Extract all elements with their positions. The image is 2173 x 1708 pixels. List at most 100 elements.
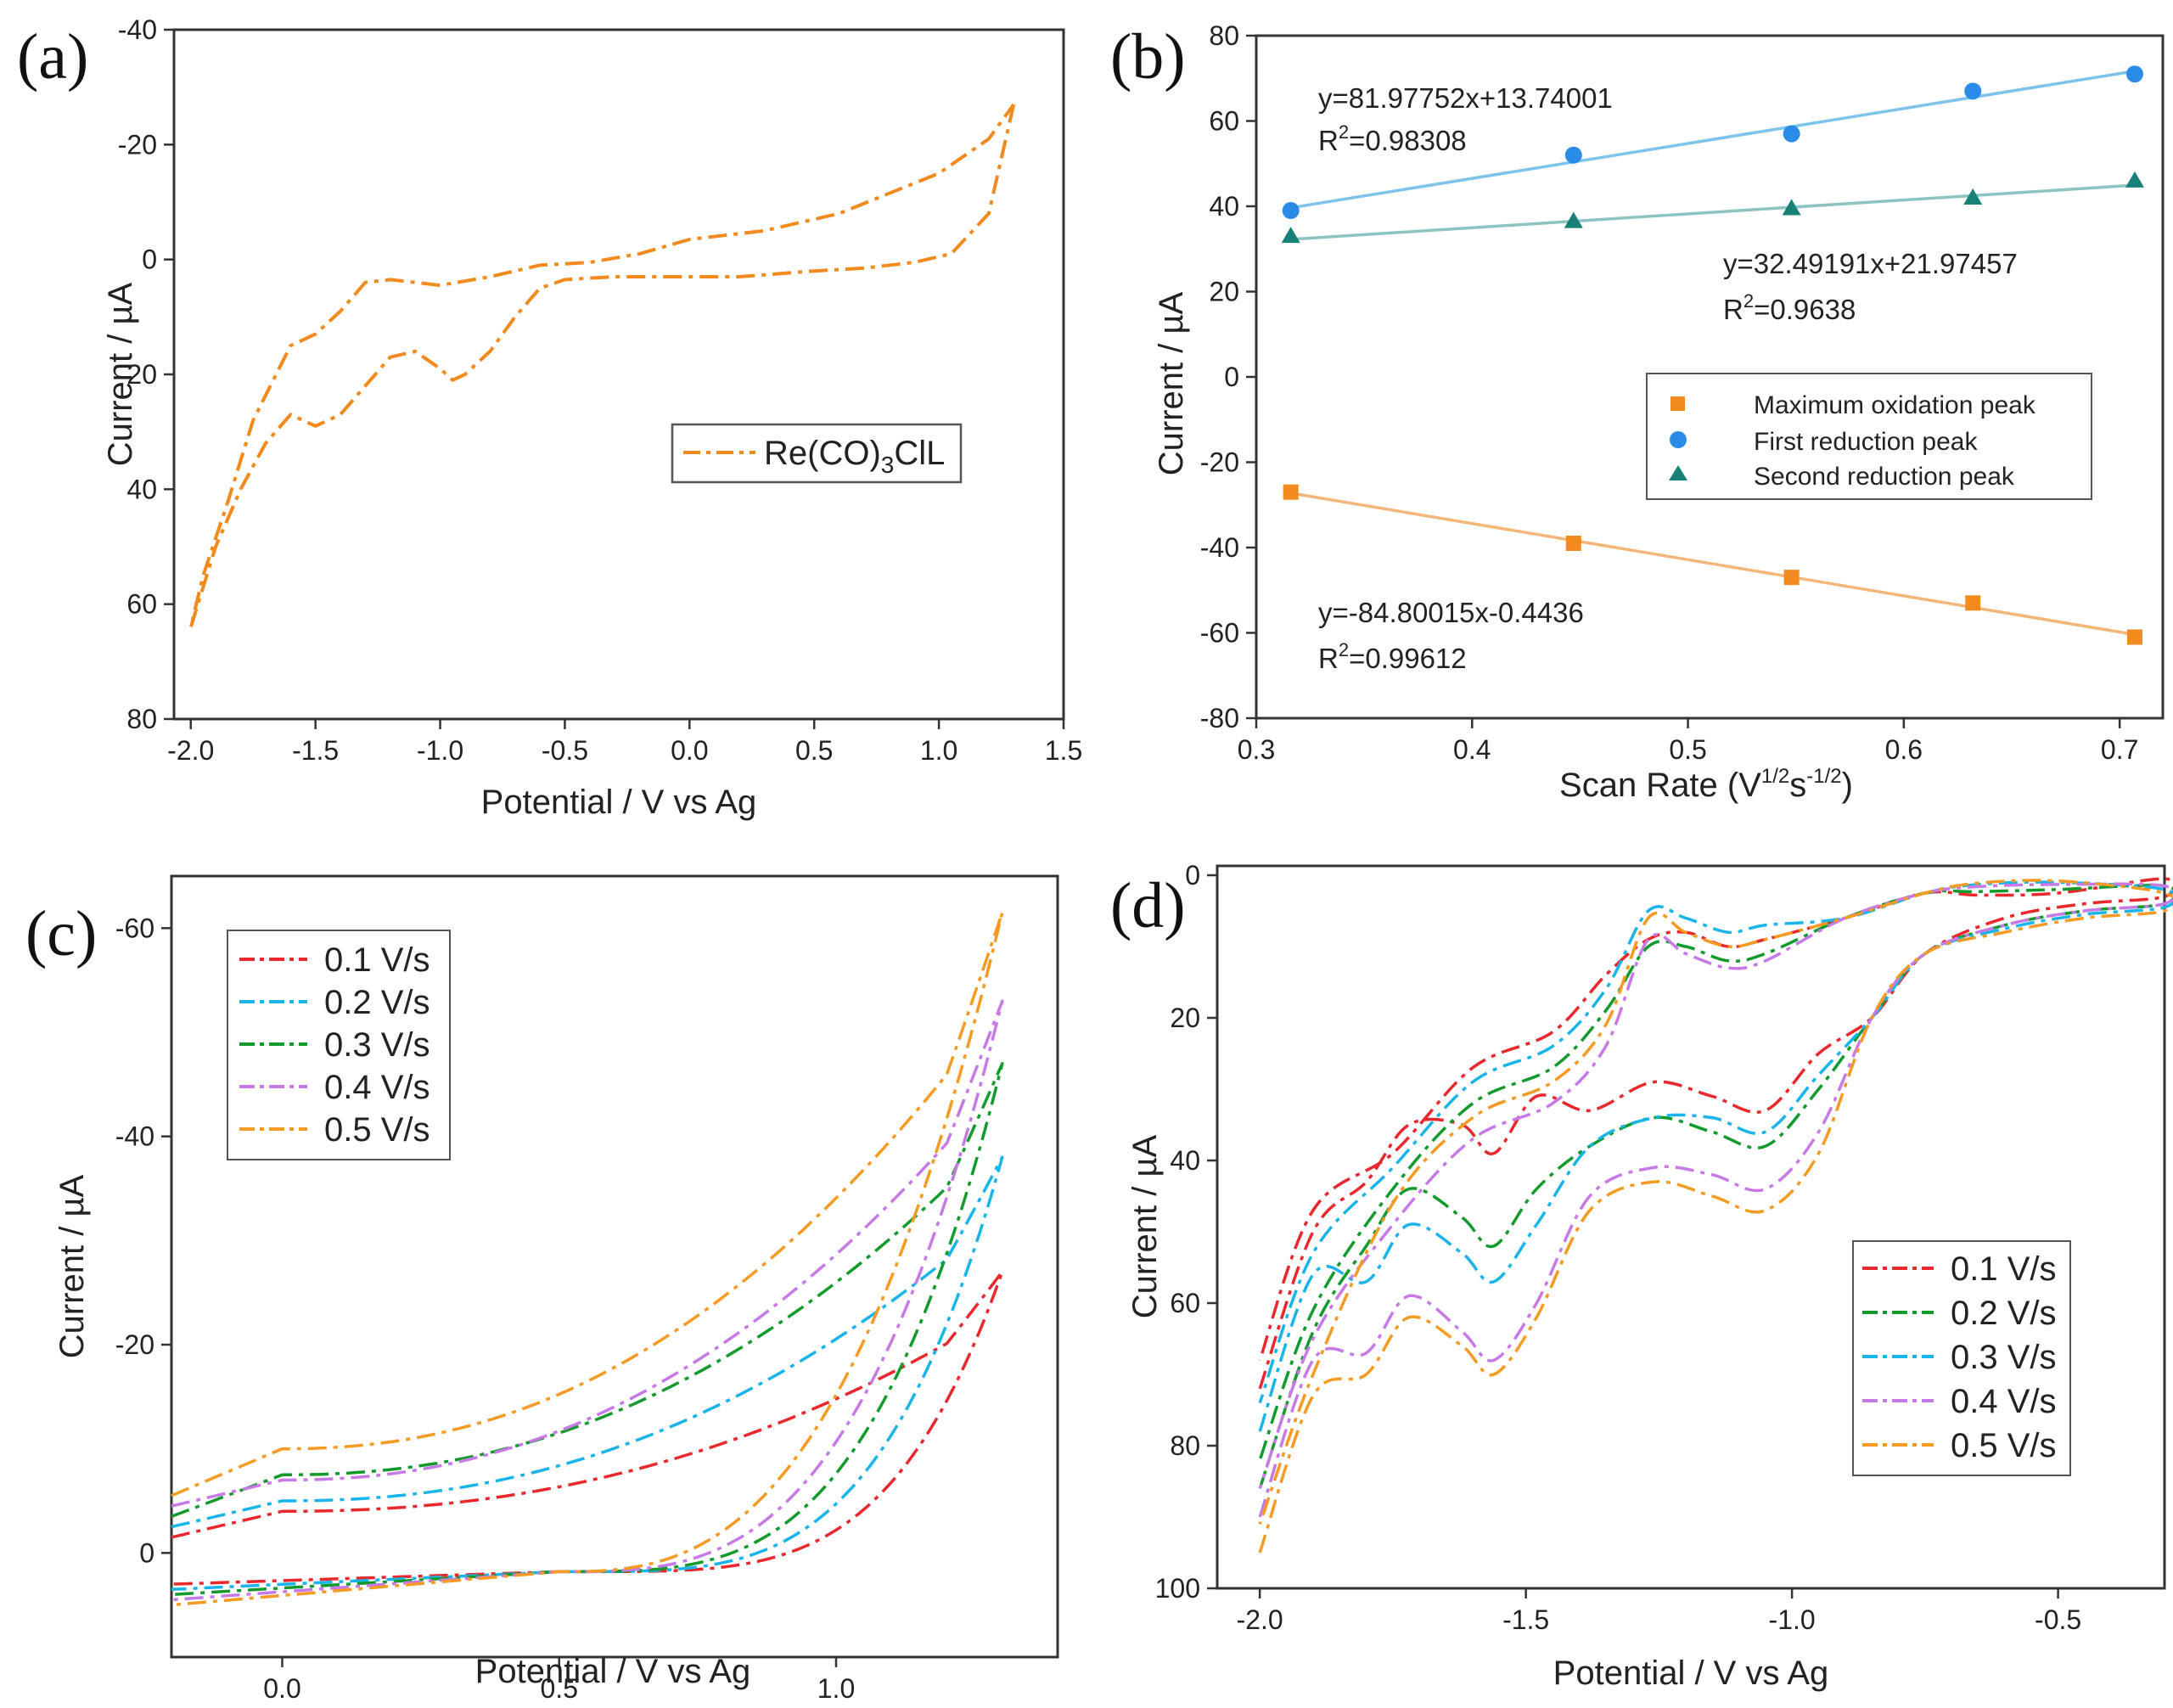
- panel-b-ticks: 0.3 0.4 0.5 0.6 0.7 -80 -60 -40 -20 0 20 40 60 80: [1200, 20, 2139, 765]
- panel-d-legend-label-0: 0.1 V/s: [1951, 1250, 2057, 1288]
- panel-a-frame: [172, 28, 1065, 721]
- panel-b-xtick-label: 0.4: [1453, 734, 1491, 765]
- eq-first-reduction: y=81.97752x+13.74001: [1318, 82, 1613, 114]
- r2-first-reduction: R2=0.98308: [1318, 121, 1467, 156]
- panel-a-series-line: [188, 103, 1016, 629]
- panel-c-frame: [170, 874, 1059, 1659]
- panel-a-ytick-label: 20: [126, 359, 157, 390]
- panel-a-xlabel: Potential / V vs Ag: [481, 784, 757, 821]
- panel-c-legend-label-4: 0.5 V/s: [324, 1111, 430, 1149]
- panel-b-xtick-label: 0.6: [1885, 734, 1923, 765]
- panel-b-xtick-label: 0.3: [1238, 734, 1275, 765]
- panel-a-xtick-label: -0.5: [542, 735, 588, 766]
- panel-b-ytick-label: 0: [1224, 362, 1239, 392]
- panel-a-ytick-label: 60: [126, 589, 157, 620]
- panel-a-ytick-label: 40: [126, 474, 157, 504]
- panel-d-ytick-label: 0: [1185, 860, 1200, 891]
- panel-b-fit-line-2: [1290, 183, 2136, 241]
- panel-d-curves: [1258, 877, 2173, 1553]
- panel-a-curves: [188, 103, 1016, 629]
- panel-b-legend: Maximum oxidation peak First reduction p…: [1646, 373, 2092, 500]
- oxidation-point: [1783, 570, 1800, 586]
- panel-c-ylabel: Current / µA: [53, 1174, 91, 1358]
- panel-a: (a) -2.0 -1.5 -1.0 -0.5 0.0 0.5 1.0 1.5 -40 -20 0 2…: [17, 14, 1082, 821]
- panel-c-ytick-label: 0: [139, 1537, 154, 1568]
- panel-a-ytick-label: -40: [118, 14, 157, 45]
- panel-d-ytick-label: 20: [1170, 1003, 1200, 1033]
- oxidation-point: [2126, 629, 2142, 645]
- panel-d-xlabel: Potential / V vs Ag: [1553, 1655, 1829, 1692]
- panel-b-ytick-label: -60: [1200, 618, 1239, 649]
- eq-second-reduction: y=32.49191x+21.97457: [1723, 248, 2018, 279]
- panel-d-ytick-label: 40: [1170, 1145, 1200, 1176]
- panel-a-ytick-label: -20: [118, 129, 157, 160]
- panel-d-legend: 0.1 V/s 0.2 V/s 0.3 V/s 0.4 V/s 0.5 V/s: [1852, 1240, 2071, 1476]
- panel-b-ytick-label: 40: [1209, 191, 1239, 222]
- panel-a-xtick-label: -2.0: [167, 735, 214, 766]
- panel-a-xtick-label: 1.5: [1045, 735, 1082, 766]
- panel-d-curve-0: [1258, 877, 2173, 1390]
- panel-a-xtick-label: 1.0: [920, 735, 957, 766]
- panel-c-legend-box: [227, 930, 451, 1160]
- panel-b: (b) 0.3 0.4 0.5 0.6 0.7 -80 -60 -40 -20 0 20 40 60 80…: [1110, 20, 2165, 804]
- panel-c-legend-label-3: 0.4 V/s: [324, 1069, 430, 1106]
- panel-a-xtick-label: 0.5: [795, 735, 833, 766]
- first-reduction-point: [1564, 146, 1582, 164]
- second-reduction-point: [2125, 171, 2144, 188]
- panel-d-ytick-label: 60: [1170, 1288, 1200, 1318]
- panel-d-frame: [1216, 864, 2166, 1590]
- second-reduction-point: [1782, 199, 1801, 216]
- panel-b-ytick-label: -40: [1200, 532, 1239, 563]
- panel-d-ytick-label: 100: [1155, 1573, 1200, 1604]
- panel-b-ytick-label: 60: [1209, 106, 1239, 137]
- panel-c-legend-label-1: 0.2 V/s: [324, 984, 430, 1021]
- panel-d-legend-label-2: 0.3 V/s: [1951, 1339, 2057, 1376]
- panel-b-ytick-label: -20: [1200, 447, 1239, 478]
- panel-d-ytick-label: 80: [1170, 1430, 1200, 1461]
- oxidation-point: [1565, 535, 1581, 551]
- panel-c-legend: 0.1 V/s 0.2 V/s 0.3 V/s 0.4 V/s 0.5 V/s: [227, 930, 451, 1160]
- panel-a-ticks: -2.0 -1.5 -1.0 -0.5 0.0 0.5 1.0 1.5 -40 -20 0 20 40 6…: [118, 14, 1082, 766]
- panel-a-label: (a): [17, 21, 88, 93]
- panel-c-ytick-label: -40: [115, 1121, 154, 1152]
- panel-b-label: (b): [1110, 21, 1186, 93]
- panel-c-curves: [171, 911, 1004, 1607]
- panel-b-fits: [1290, 69, 2136, 637]
- panel-a-ytick-label: 80: [126, 704, 157, 734]
- panel-b-ytick-label: 20: [1209, 277, 1239, 307]
- panel-d-xtick-label: -1.0: [1769, 1604, 1816, 1635]
- panel-c-curve-2: [171, 1062, 1004, 1597]
- panel-c-legend-label-2: 0.3 V/s: [324, 1026, 430, 1064]
- panel-a-legend-label: Re(CO)3ClL: [764, 435, 945, 478]
- legend-first-reduction-marker: [1670, 431, 1687, 448]
- panel-c: (c) 0.0 0.5 1.0-60-40-200 0.1 V/s0.2 V/s0.…: [25, 874, 1059, 1704]
- panel-b-ytick-label: 80: [1209, 20, 1239, 51]
- oxidation-point: [1965, 595, 1981, 611]
- panel-d-curve-4: [1258, 879, 2173, 1553]
- panel-d-curve-2: [1258, 880, 2173, 1432]
- panel-b-fit-line-0: [1290, 492, 2136, 637]
- panel-a-xtick-label: -1.0: [417, 735, 463, 766]
- panel-b-xtick-label: 0.7: [2101, 734, 2138, 765]
- first-reduction-point: [1964, 82, 1982, 100]
- panel-c-ytick-label: -60: [115, 913, 154, 943]
- panel-d-legend-label-1: 0.2 V/s: [1951, 1295, 2057, 1332]
- panel-d-label: (d): [1110, 870, 1186, 941]
- panel-c-ytick-label: -20: [115, 1329, 154, 1360]
- panel-c-ticks: 0.0 0.5 1.0 -60 -40 -20 0: [115, 913, 855, 1704]
- legend-second-reduction-marker: [1669, 465, 1687, 480]
- oxidation-point: [1283, 484, 1299, 500]
- panel-d-xtick-label: -1.5: [1502, 1604, 1549, 1635]
- panel-b-ylabel: Current / µA: [1153, 291, 1190, 475]
- panel-b-legend-box: [1646, 373, 2092, 500]
- panel-a-legend-box: [671, 423, 963, 484]
- panel-b-points: [1281, 65, 2144, 645]
- panel-d-curve-1: [1258, 884, 2173, 1489]
- r2-maximum-oxidation: R2=0.99612: [1318, 639, 1467, 674]
- second-reduction-point: [1281, 227, 1300, 244]
- panel-a-legend: Re(CO)3ClL: [671, 423, 963, 484]
- panel-c-xtick-label: 0.0: [263, 1673, 300, 1704]
- panel-d-ylabel: Current / µA: [1126, 1134, 1164, 1318]
- first-reduction-point: [2125, 65, 2143, 83]
